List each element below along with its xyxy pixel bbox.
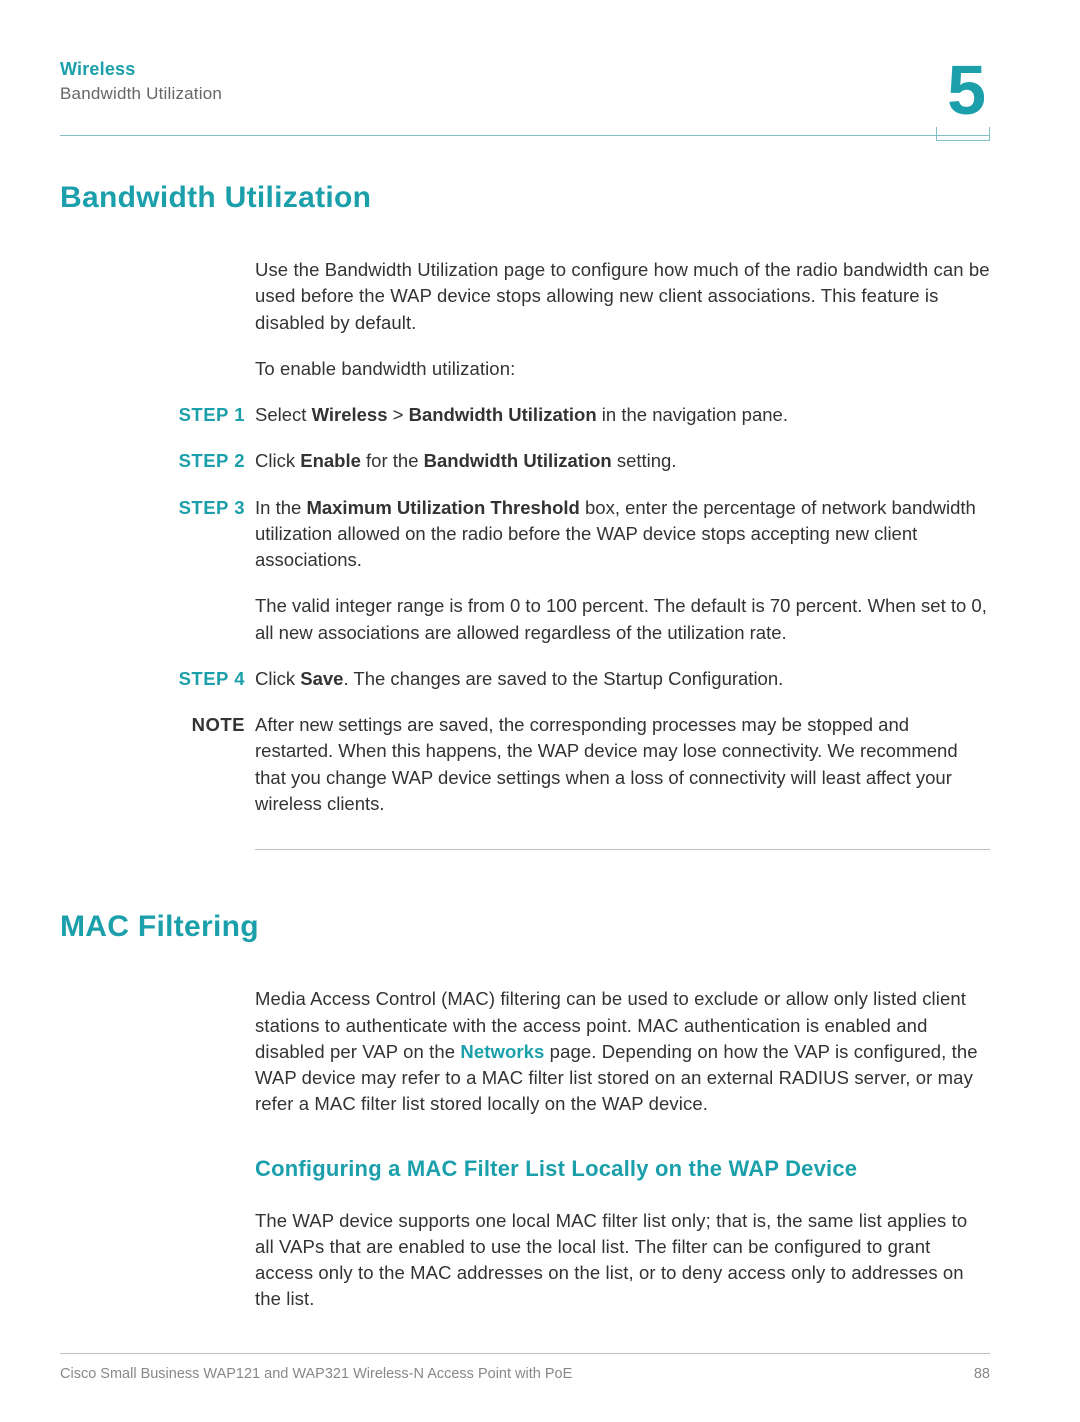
page-footer: Cisco Small Business WAP121 and WAP321 W…: [60, 1366, 990, 1382]
step-body: Click Save. The changes are saved to the…: [255, 666, 990, 692]
footer-rule: [60, 1353, 990, 1354]
step-row: STEP 1 Select Wireless > Bandwidth Utili…: [60, 402, 990, 428]
bandwidth-intro: Use the Bandwidth Utilization page to co…: [255, 257, 990, 382]
step-row: STEP 2 Click Enable for the Bandwidth Ut…: [60, 448, 990, 474]
breadcrumb-section: Wireless: [60, 59, 222, 80]
step-text: Click Save. The changes are saved to the…: [255, 666, 990, 692]
step-text: In the Maximum Utilization Threshold box…: [255, 495, 990, 574]
step-extra: The valid integer range is from 0 to 100…: [255, 593, 990, 646]
breadcrumb-subsection: Bandwidth Utilization: [60, 84, 222, 104]
chapter-number: 5: [947, 55, 990, 125]
mac-intro: Media Access Control (MAC) filtering can…: [255, 986, 990, 1117]
step-label: STEP 1: [60, 402, 255, 428]
header-rule: [60, 135, 990, 136]
networks-link[interactable]: Networks: [460, 1041, 544, 1062]
footer-page-number: 88: [974, 1366, 990, 1382]
mac-local-body: The WAP device supports one local MAC fi…: [255, 1208, 990, 1313]
section-title-mac: MAC Filtering: [60, 910, 990, 944]
step-text: Select Wireless > Bandwidth Utilization …: [255, 402, 990, 428]
section-divider: [255, 849, 990, 850]
note-body: After new settings are saved, the corres…: [255, 712, 990, 817]
note-text: After new settings are saved, the corres…: [255, 712, 990, 817]
step-text: Click Enable for the Bandwidth Utilizati…: [255, 448, 990, 474]
step-body: In the Maximum Utilization Threshold box…: [255, 495, 990, 646]
bandwidth-leadin: To enable bandwidth utilization:: [255, 356, 990, 382]
subsection-title-mac-local: Configuring a MAC Filter List Locally on…: [255, 1156, 990, 1182]
chapter-tab-decoration: [936, 127, 990, 141]
breadcrumb: Wireless Bandwidth Utilization: [60, 55, 222, 104]
mac-local-text: The WAP device supports one local MAC fi…: [255, 1208, 990, 1313]
section-title-bandwidth: Bandwidth Utilization: [60, 181, 990, 215]
step-row: STEP 4 Click Save. The changes are saved…: [60, 666, 990, 692]
step-body: Select Wireless > Bandwidth Utilization …: [255, 402, 990, 428]
step-row: STEP 3 In the Maximum Utilization Thresh…: [60, 495, 990, 646]
step-body: Click Enable for the Bandwidth Utilizati…: [255, 448, 990, 474]
step-label: STEP 4: [60, 666, 255, 692]
step-label: STEP 3: [60, 495, 255, 646]
note-label: NOTE: [60, 712, 255, 817]
footer-left: Cisco Small Business WAP121 and WAP321 W…: [60, 1366, 572, 1382]
note-row: NOTE After new settings are saved, the c…: [60, 712, 990, 817]
bandwidth-intro-text: Use the Bandwidth Utilization page to co…: [255, 257, 990, 336]
page-header: Wireless Bandwidth Utilization 5: [60, 55, 990, 125]
step-label: STEP 2: [60, 448, 255, 474]
bandwidth-steps: STEP 1 Select Wireless > Bandwidth Utili…: [60, 402, 990, 817]
mac-intro-text: Media Access Control (MAC) filtering can…: [255, 986, 990, 1117]
